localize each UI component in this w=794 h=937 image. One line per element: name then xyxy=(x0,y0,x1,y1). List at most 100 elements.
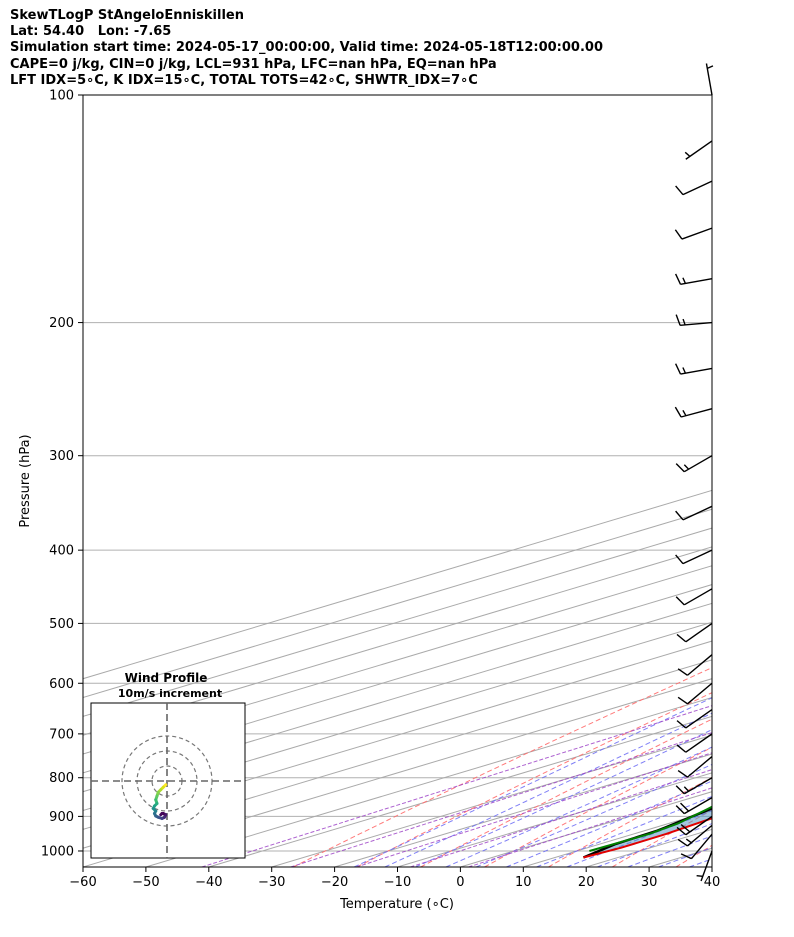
wind-barb-flag xyxy=(674,363,682,375)
wind-barb-shaft xyxy=(687,654,713,676)
moist-adiabat-line xyxy=(597,823,712,867)
dry-adiabat-line xyxy=(675,844,712,867)
wind-barb xyxy=(675,797,713,815)
isotherm-line xyxy=(83,640,712,830)
y-tick-label: 100 xyxy=(49,89,74,104)
wind-barb-flag xyxy=(676,720,687,729)
wind-barb-flag xyxy=(680,802,690,812)
wind-barb-half-flag xyxy=(682,318,686,326)
chart-header: SkewTLogP StAngeloEnniskillen Lat: 54.40 … xyxy=(10,8,603,89)
x-tick-label: −50 xyxy=(132,875,159,890)
wind-barb xyxy=(684,140,713,160)
x-tick-label: −10 xyxy=(384,875,411,890)
wind-barb xyxy=(680,833,713,860)
wind-barb-flag xyxy=(680,824,691,833)
wind-barb-shaft xyxy=(682,549,713,565)
isotherm-line xyxy=(711,866,712,867)
wind-barb-half-flag xyxy=(682,367,687,374)
moist-adiabat-line xyxy=(506,780,712,867)
moist-adiabat-line xyxy=(658,847,712,867)
wind-barbs xyxy=(674,63,714,882)
y-tick-label: 200 xyxy=(49,316,74,331)
wind-barb xyxy=(676,622,713,643)
moist-adiabat-line xyxy=(720,95,794,867)
isotherm-line xyxy=(145,697,712,867)
wind-barb-half-flag xyxy=(682,277,687,284)
y-tick-label: 900 xyxy=(49,810,74,825)
wind-barb-shaft xyxy=(680,408,713,418)
wind-barb xyxy=(675,549,713,565)
isotherm-line xyxy=(460,791,712,867)
wind-barb-shaft xyxy=(700,850,713,882)
moist-adiabat-line xyxy=(536,795,712,867)
x-tick-label: −30 xyxy=(258,875,285,890)
moist-adiabat-line xyxy=(353,697,712,867)
isotherm-line xyxy=(648,847,712,867)
isotherm-line xyxy=(83,602,712,793)
y-tick-label: 700 xyxy=(49,727,74,742)
wind-barb-shaft xyxy=(685,622,713,643)
wind-barb-shaft xyxy=(685,733,713,753)
wind-barb-shaft xyxy=(683,455,713,473)
wind-barb-shaft xyxy=(687,824,713,847)
wind-barb-shaft xyxy=(682,180,713,196)
wind-barb-flag xyxy=(675,185,684,196)
moist-adiabat-line xyxy=(566,810,712,867)
wind-barb xyxy=(675,505,713,521)
wind-barb xyxy=(677,654,713,676)
isotherm-line xyxy=(83,621,712,812)
y-tick-label: 1000 xyxy=(41,844,74,859)
mixing-ratio-line xyxy=(290,732,712,867)
mixing-ratio-line xyxy=(356,752,712,867)
wind-barb-shaft xyxy=(685,708,713,729)
wind-barb xyxy=(705,63,714,96)
wind-barb-flag xyxy=(677,668,688,676)
wind-barb-flag xyxy=(674,229,683,240)
wind-barb-shaft xyxy=(690,833,713,860)
y-tick-label: 600 xyxy=(49,677,74,692)
wind-barb xyxy=(674,363,713,375)
wind-barb-flag xyxy=(677,838,688,847)
wind-barb xyxy=(677,682,713,705)
chart-title: SkewTLogP StAngeloEnniskillen xyxy=(10,8,244,23)
wind-barb-half-flag xyxy=(683,786,690,792)
wind-barb xyxy=(675,455,713,473)
wind-barb-flag xyxy=(676,744,687,753)
hodograph-title: Wind Profile xyxy=(125,671,208,685)
wind-barb-flag xyxy=(674,406,682,418)
location-line: Lat: 54.40 Lon: -7.65 xyxy=(10,24,172,40)
y-tick-label: 500 xyxy=(49,617,74,632)
x-tick-label: 20 xyxy=(578,875,595,890)
y-tick-label: 800 xyxy=(49,771,74,786)
mixing-ratio-line xyxy=(468,787,712,867)
wind-barb xyxy=(674,406,713,418)
dry-adiabat-line xyxy=(740,95,794,867)
wind-barb-shaft xyxy=(680,278,713,285)
x-tick-label: 0 xyxy=(456,875,464,890)
dewpoint-profile-line xyxy=(589,805,712,852)
wind-barb xyxy=(676,815,713,836)
wind-barb-flag xyxy=(674,273,682,285)
x-tick-label: −40 xyxy=(195,875,222,890)
wind-barb-flag xyxy=(675,314,681,326)
wind-barb xyxy=(675,777,713,795)
wind-barb xyxy=(677,755,713,778)
isotherm-line xyxy=(83,659,712,849)
wind-barb xyxy=(677,824,713,847)
wind-profile-inset: Wind Profile 10m/s increment xyxy=(90,671,246,859)
wind-barb-flag xyxy=(675,510,684,521)
hodograph-plot xyxy=(91,703,245,858)
wind-barb-half-flag xyxy=(685,838,692,844)
moist-adiabat-line xyxy=(445,746,712,867)
y-axis-label: Pressure (hPa) xyxy=(18,434,33,527)
dry-adiabat-line xyxy=(548,776,712,867)
wind-barb-flag xyxy=(675,805,685,815)
isotherm-line xyxy=(271,734,712,867)
x-axis-label: Temperature (∘C) xyxy=(339,897,454,912)
x-tick-label: 30 xyxy=(641,875,658,890)
wind-barb-flag xyxy=(675,596,685,606)
wind-barb-flag xyxy=(675,785,685,795)
wind-barb-shaft xyxy=(683,797,713,815)
wind-barb xyxy=(676,733,713,753)
hodograph-trace-segment xyxy=(159,812,164,817)
